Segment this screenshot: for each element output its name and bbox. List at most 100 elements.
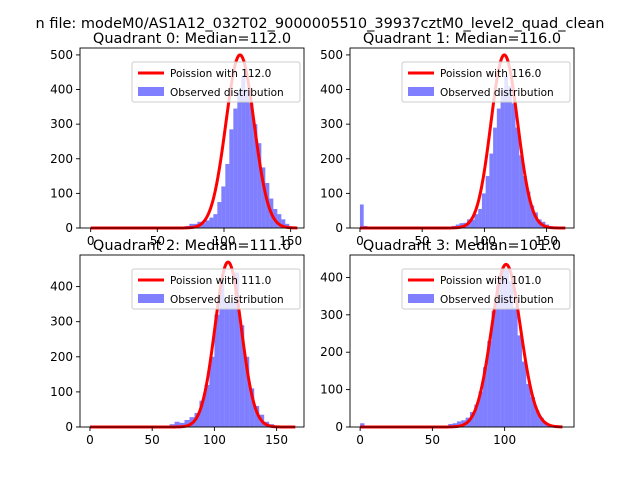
y-tick-label: 200 bbox=[50, 152, 73, 166]
y-tick-label: 100 bbox=[50, 186, 73, 200]
figure-suptitle: n file: modeM0/AS1A12_032T02_9000005510_… bbox=[36, 16, 605, 32]
axis-ticks: 0 50 100 150 0 100 200 300 400 500 bbox=[320, 48, 558, 248]
histogram-bar bbox=[234, 272, 240, 427]
histogram-bar bbox=[508, 86, 512, 228]
histogram-bar bbox=[174, 421, 180, 427]
histogram-bar bbox=[217, 202, 222, 228]
y-tick-label: 100 bbox=[50, 385, 73, 399]
histogram-bar bbox=[204, 384, 210, 427]
panel-title: Quadrant 0: Median=112.0 bbox=[93, 31, 291, 47]
axes-frame bbox=[349, 47, 575, 229]
x-tick-label: 150 bbox=[535, 234, 558, 248]
x-tick-label: 100 bbox=[213, 234, 236, 248]
histogram-bar bbox=[522, 176, 527, 228]
histogram-bar bbox=[199, 400, 205, 427]
histogram-bar bbox=[526, 384, 531, 427]
x-tick-label: 150 bbox=[279, 234, 302, 248]
histogram-bar bbox=[504, 269, 509, 427]
histogram-bar bbox=[508, 281, 514, 427]
y-tick-label: 300 bbox=[50, 117, 73, 131]
legend-observed-swatch bbox=[138, 87, 164, 96]
x-tick-label: 100 bbox=[203, 433, 226, 447]
y-tick-label: 300 bbox=[50, 315, 73, 329]
legend-observed-label: Observed distribution bbox=[440, 294, 554, 306]
histogram-bar bbox=[241, 75, 246, 228]
x-tick-label: 0 bbox=[87, 234, 95, 248]
histogram-bar bbox=[225, 163, 230, 228]
histogram-bar bbox=[530, 397, 535, 427]
y-tick-label: 400 bbox=[320, 270, 343, 284]
panel-quadrant-0: 0 50 100 150 0 100 200 300 400 500 Quadrant 0: Me… bbox=[50, 31, 305, 248]
y-tick-label: 500 bbox=[50, 48, 73, 62]
legend-box bbox=[131, 268, 301, 310]
legend-observed-swatch bbox=[408, 294, 434, 303]
histogram-bar bbox=[517, 335, 522, 427]
legend-box bbox=[401, 61, 571, 103]
histogram-bar bbox=[253, 124, 258, 228]
histogram-bar bbox=[456, 421, 462, 427]
histogram-bar bbox=[539, 417, 544, 427]
histogram-bar bbox=[452, 423, 457, 427]
histogram-bars bbox=[359, 75, 553, 229]
histogram-bar bbox=[519, 155, 523, 228]
x-tick-label: 0 bbox=[356, 433, 364, 447]
y-tick-label: 400 bbox=[50, 280, 73, 294]
histogram-bar bbox=[201, 223, 206, 228]
histogram-bar bbox=[515, 127, 520, 228]
legend: Poission with 111.0 Observed distributio… bbox=[131, 268, 301, 310]
axes-frame bbox=[79, 47, 305, 229]
histogram-bar bbox=[478, 208, 482, 228]
histogram-bar bbox=[261, 167, 266, 228]
histogram-bar bbox=[481, 193, 486, 228]
histogram-bar bbox=[469, 412, 475, 427]
histogram-bar bbox=[495, 284, 501, 427]
histogram-bar bbox=[219, 279, 225, 427]
histogram-bars bbox=[176, 75, 294, 229]
axes-frame bbox=[349, 254, 575, 428]
x-tick-label: 100 bbox=[493, 433, 516, 447]
y-tick-label: 0 bbox=[65, 420, 73, 434]
histogram-bar bbox=[504, 75, 509, 228]
legend-observed-swatch bbox=[408, 87, 434, 96]
legend: Poission with 112.0 Observed distributio… bbox=[131, 61, 301, 103]
panel-title: Quadrant 3: Median=101.0 bbox=[363, 238, 561, 254]
legend-box bbox=[401, 268, 571, 310]
histogram-bar bbox=[249, 103, 254, 228]
histogram-bar bbox=[184, 419, 190, 427]
y-tick-label: 0 bbox=[65, 221, 73, 235]
histogram-bar bbox=[221, 186, 226, 228]
histogram-bar bbox=[487, 341, 492, 427]
histogram-bar bbox=[359, 204, 364, 228]
legend-poisson-label: Poission with 116.0 bbox=[440, 68, 541, 80]
histogram-bar bbox=[179, 422, 185, 427]
y-tick-label: 300 bbox=[320, 308, 343, 322]
histogram-bar bbox=[257, 143, 262, 228]
histogram-bar bbox=[245, 89, 250, 229]
x-tick-label: 50 bbox=[145, 433, 160, 447]
legend-observed-label: Observed distribution bbox=[440, 87, 554, 99]
legend-poisson-label: Poission with 101.0 bbox=[440, 275, 541, 287]
histogram-bar bbox=[229, 302, 235, 427]
histogram-bar bbox=[205, 220, 210, 228]
histogram-bar bbox=[493, 127, 497, 228]
legend-box bbox=[131, 61, 301, 103]
x-tick-label: 50 bbox=[425, 433, 440, 447]
histogram-bar bbox=[233, 108, 238, 228]
legend-poisson-label: Poission with 112.0 bbox=[170, 68, 271, 80]
y-tick-label: 400 bbox=[50, 83, 73, 97]
x-tick-label: 100 bbox=[473, 234, 496, 248]
axis-ticks: 0 50 100 0 100 200 300 400 bbox=[320, 270, 516, 447]
histogram-bar bbox=[229, 129, 234, 228]
panel-title: Quadrant 1: Median=116.0 bbox=[363, 31, 561, 47]
x-tick-label: 50 bbox=[415, 234, 430, 248]
legend: Poission with 116.0 Observed distributio… bbox=[401, 61, 571, 103]
histogram-bar bbox=[244, 356, 250, 427]
histogram-bar bbox=[478, 391, 483, 427]
histogram-bar bbox=[237, 91, 242, 229]
axis-ticks: 0 50 100 150 0 100 200 300 400 500 bbox=[50, 48, 302, 248]
histogram-bar bbox=[474, 214, 479, 228]
y-tick-label: 200 bbox=[320, 152, 343, 166]
histogram-bar bbox=[281, 219, 286, 228]
histogram-bar bbox=[277, 214, 282, 228]
legend-observed-swatch bbox=[138, 294, 164, 303]
